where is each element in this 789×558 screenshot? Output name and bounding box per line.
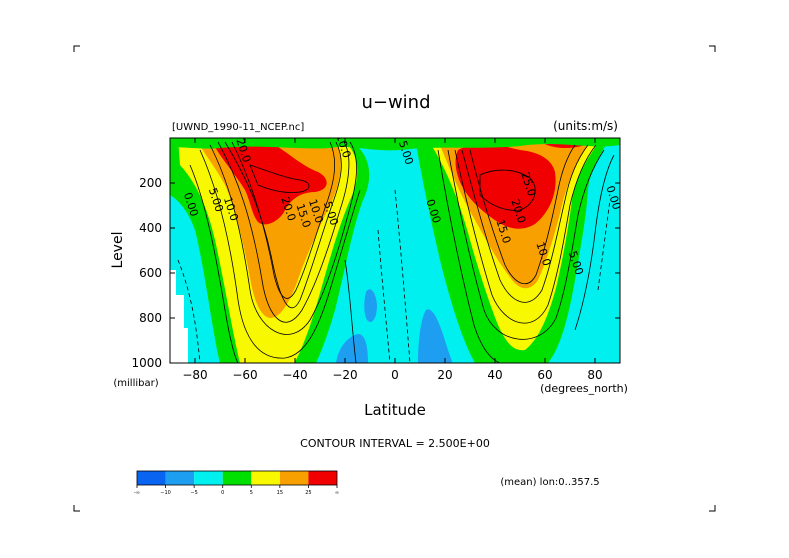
x-unit-label: (degrees_north) [540, 382, 628, 395]
contour-line [447, 149, 605, 340]
contour-line [469, 144, 576, 285]
colorbar-tick-label: -∞ [134, 490, 140, 496]
colorbar-swatch [251, 471, 280, 485]
band-blue-left [364, 289, 377, 323]
x-tick-label: −20 [332, 368, 357, 382]
contour-line [461, 144, 589, 303]
corner-mark-top-right [709, 45, 716, 52]
dataset-label: [UWND_1990-11_NCEP.nc] [172, 122, 304, 133]
colorbar-tick-label: 15 [277, 490, 283, 496]
band-south-red [212, 142, 327, 225]
y-tick-label: 600 [139, 266, 162, 280]
contour-line [209, 141, 357, 335]
colorbar-swatch [222, 471, 252, 485]
y-tick-label: 400 [139, 221, 162, 235]
contour-line [189, 164, 239, 363]
colorbar: -∞ −10 −5 0 5 15 25 ∞ [134, 470, 339, 496]
colorbar-swatch [308, 471, 337, 485]
contour-line [479, 169, 536, 211]
y-unit-label: (millibar) [113, 378, 158, 389]
contour-line [437, 149, 501, 363]
colorbar-swatch [194, 471, 223, 485]
x-tick-label: 40 [487, 368, 502, 382]
contour-line [377, 229, 391, 363]
colorbar-frame [136, 470, 338, 486]
x-axis: −80 −60 −40 −20 0 20 40 60 80 [182, 138, 603, 382]
y-axis-label: Level [110, 232, 126, 269]
x-axis-label: Latitude [364, 401, 426, 419]
y-axis: 200 400 600 800 1000 [131, 176, 620, 370]
contour-interval-label: CONTOUR INTERVAL = 2.500E+00 [300, 437, 490, 450]
corner-mark-bottom-left [73, 505, 80, 512]
contour-line [199, 149, 361, 359]
x-tick-label: −40 [282, 368, 307, 382]
colorbar-tick-label: −10 [160, 490, 171, 496]
missing-data-region [170, 270, 188, 363]
contour-line [224, 141, 342, 309]
x-tick-label: 80 [587, 368, 602, 382]
colorbar-tick-label: 5 [250, 490, 253, 496]
y-tick-label: 200 [139, 176, 162, 190]
contour-line [231, 141, 335, 299]
colorbar-swatch [137, 471, 166, 485]
contour-line [249, 164, 310, 193]
units-label: (units:m/s) [553, 119, 618, 133]
band-top-strip [170, 138, 620, 151]
contour-line [217, 141, 350, 323]
band-north-red [455, 144, 556, 229]
contour-line [344, 259, 357, 363]
corner-marks [73, 45, 716, 512]
colorbar-swatch [165, 471, 195, 485]
y-tick-label: 1000 [131, 356, 162, 370]
colorbar-tick-label: 25 [305, 490, 311, 496]
contour-line [574, 154, 615, 331]
colorbar-tick-label: ∞ [335, 490, 339, 496]
band-blue-bottom-left [336, 334, 368, 363]
x-tick-label: −80 [182, 368, 207, 382]
y-tick-label: 800 [139, 311, 162, 325]
contour-line [177, 259, 201, 363]
x-tick-label: 60 [537, 368, 552, 382]
contour-lines [177, 141, 615, 363]
band-blue-bottom-right [418, 309, 452, 363]
colorbar-tick-label: 0 [221, 490, 224, 496]
chart-title: u−wind [361, 92, 430, 113]
mean-label: (mean) lon:0..357.5 [500, 477, 599, 488]
x-tick-label: 20 [437, 368, 452, 382]
colorbar-tick-label: −5 [190, 490, 197, 496]
corner-mark-top-left [73, 45, 80, 52]
x-tick-label: 0 [391, 368, 399, 382]
x-tick-label: −60 [232, 368, 257, 382]
colorbar-swatch [279, 471, 309, 485]
contour-line [454, 144, 597, 324]
contour-line [597, 199, 611, 291]
corner-mark-bottom-right [709, 505, 716, 512]
